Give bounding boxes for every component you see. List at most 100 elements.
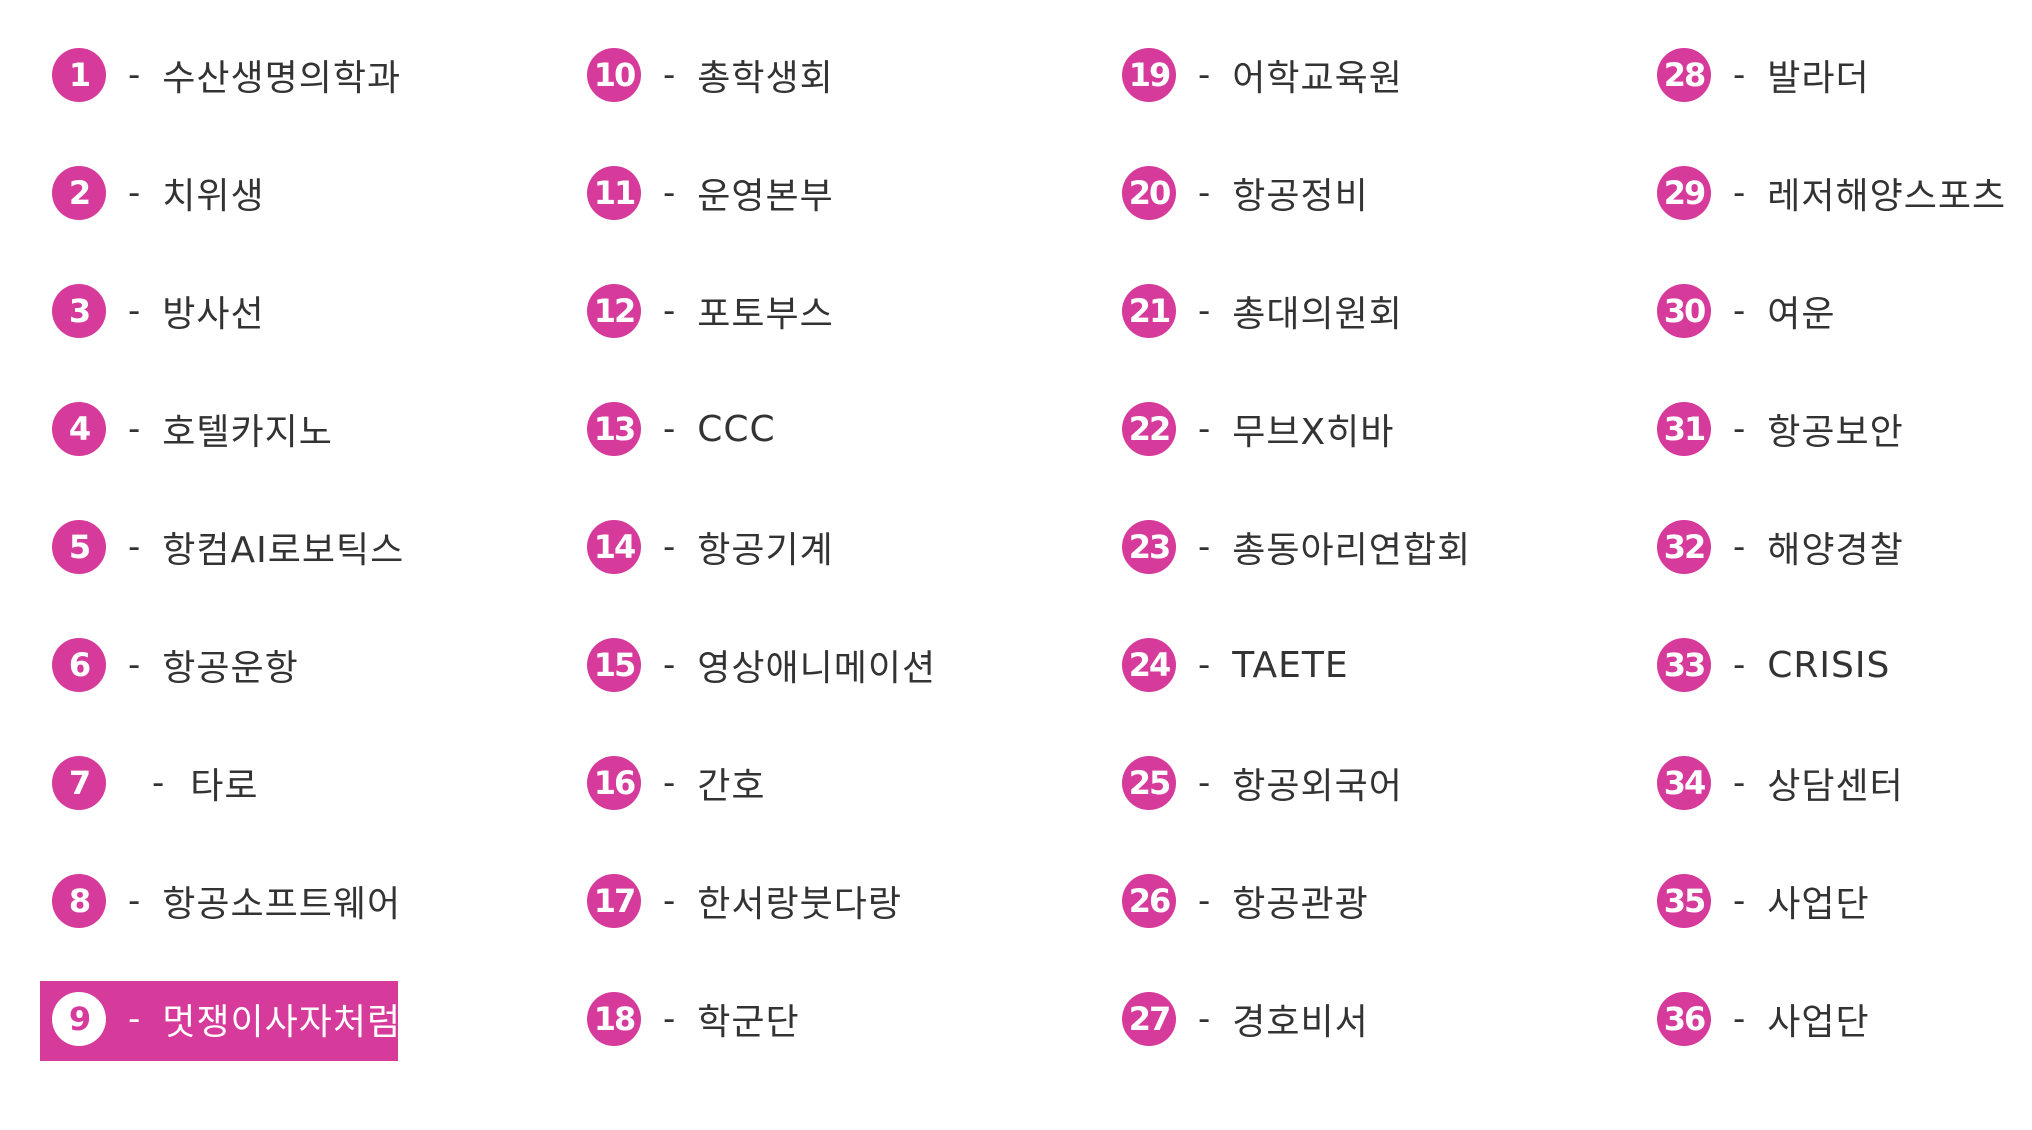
- booth-number-badge: 6: [52, 638, 106, 692]
- separator-dash: -: [1198, 291, 1211, 331]
- separator-dash: -: [1733, 645, 1746, 685]
- booth-name: 타로: [190, 766, 259, 807]
- separator-dash: -: [1198, 999, 1211, 1039]
- booth-item-24[interactable]: 24 - TAETE: [1070, 606, 1605, 724]
- booth-item-2[interactable]: 2 - 치위생: [0, 134, 535, 252]
- booth-name: 항공운항: [162, 648, 299, 689]
- booth-name: 포토부스: [697, 294, 834, 335]
- booth-item-36[interactable]: 36 - 사업단: [1605, 960, 2032, 1078]
- booth-number-badge: 16: [587, 756, 641, 810]
- separator-dash: -: [1198, 763, 1211, 803]
- separator-dash: -: [663, 291, 676, 331]
- booth-item-16[interactable]: 16 - 간호: [535, 724, 1070, 842]
- booth-item-1[interactable]: 1 - 수산생명의학과: [0, 16, 535, 134]
- booth-item-18[interactable]: 18 - 학군단: [535, 960, 1070, 1078]
- booth-name: 한서랑붓다랑: [697, 884, 903, 925]
- separator-dash: -: [1198, 527, 1211, 567]
- booth-name: 호텔카지노: [162, 412, 333, 453]
- booth-name: CCC: [697, 408, 776, 450]
- booth-item-10[interactable]: 10 - 총학생회: [535, 16, 1070, 134]
- booth-number-badge: 10: [587, 48, 641, 102]
- booth-name: 항공보안: [1767, 412, 1904, 453]
- booth-number-badge: 28: [1657, 48, 1711, 102]
- booth-item-3[interactable]: 3 - 방사선: [0, 252, 535, 370]
- booth-number-badge: 13: [587, 402, 641, 456]
- booth-item-32[interactable]: 32 - 해양경찰: [1605, 488, 2032, 606]
- separator-dash: -: [128, 999, 141, 1039]
- booth-name: 상담센터: [1767, 766, 1904, 807]
- booth-item-25[interactable]: 25 - 항공외국어: [1070, 724, 1605, 842]
- booth-name: 여운: [1767, 294, 1836, 335]
- booth-name: 사업단: [1767, 884, 1870, 925]
- booth-number-badge: 30: [1657, 284, 1711, 338]
- booth-number-badge: 3: [52, 284, 106, 338]
- booth-name: 해양경찰: [1767, 530, 1904, 571]
- separator-dash: -: [128, 55, 141, 95]
- booth-number-badge: 19: [1122, 48, 1176, 102]
- booth-item-31[interactable]: 31 - 항공보안: [1605, 370, 2032, 488]
- separator-dash: -: [1198, 645, 1211, 685]
- booth-number-badge: 21: [1122, 284, 1176, 338]
- booth-number-badge: 8: [52, 874, 106, 928]
- booth-name: 총학생회: [697, 58, 834, 99]
- booth-number-badge: 1: [52, 48, 106, 102]
- separator-dash: -: [128, 881, 141, 921]
- booth-item-33[interactable]: 33 - CRISIS: [1605, 606, 2032, 724]
- booth-item-13[interactable]: 13 - CCC: [535, 370, 1070, 488]
- booth-name: CRISIS: [1767, 644, 1891, 686]
- booth-name: 항공관광: [1232, 884, 1369, 925]
- booth-item-4[interactable]: 4 - 호텔카지노: [0, 370, 535, 488]
- booth-number-badge: 31: [1657, 402, 1711, 456]
- booth-number-badge: 4: [52, 402, 106, 456]
- booth-item-29[interactable]: 29 - 레저해양스포츠: [1605, 134, 2032, 252]
- booth-name: 무브X히바: [1232, 412, 1395, 453]
- booth-item-9[interactable]: 9 - 멋쟁이사자처럼: [0, 960, 535, 1078]
- booth-number-badge: 20: [1122, 166, 1176, 220]
- booth-item-14[interactable]: 14 - 항공기계: [535, 488, 1070, 606]
- booth-item-17[interactable]: 17 - 한서랑붓다랑: [535, 842, 1070, 960]
- booth-item-35[interactable]: 35 - 사업단: [1605, 842, 2032, 960]
- separator-dash: -: [128, 409, 141, 449]
- separator-dash: -: [663, 763, 676, 803]
- booth-item-15[interactable]: 15 - 영상애니메이션: [535, 606, 1070, 724]
- booth-item-34[interactable]: 34 - 상담센터: [1605, 724, 2032, 842]
- booth-item-19[interactable]: 19 - 어학교육원: [1070, 16, 1605, 134]
- booth-number-badge: 33: [1657, 638, 1711, 692]
- booth-number-badge: 14: [587, 520, 641, 574]
- booth-item-12[interactable]: 12 - 포토부스: [535, 252, 1070, 370]
- separator-dash: -: [663, 173, 676, 213]
- booth-name: TAETE: [1232, 644, 1349, 686]
- booth-item-21[interactable]: 21 - 총대의원회: [1070, 252, 1605, 370]
- booth-item-27[interactable]: 27 - 경호비서: [1070, 960, 1605, 1078]
- booth-item-5[interactable]: 5 - 항컴AI로보틱스: [0, 488, 535, 606]
- booth-name: 총동아리연합회: [1232, 530, 1472, 571]
- booth-name: 학군단: [697, 1002, 800, 1043]
- booth-number-badge: 7: [52, 756, 106, 810]
- booth-number-badge: 2: [52, 166, 106, 220]
- booth-name: 총대의원회: [1232, 294, 1403, 335]
- booth-item-30[interactable]: 30 - 여운: [1605, 252, 2032, 370]
- booth-number-badge: 5: [52, 520, 106, 574]
- separator-dash: -: [1733, 999, 1746, 1039]
- booth-item-7[interactable]: 7 - 타로: [0, 724, 535, 842]
- separator-dash: -: [1198, 881, 1211, 921]
- booth-name: 항공외국어: [1232, 766, 1403, 807]
- booth-item-23[interactable]: 23 - 총동아리연합회: [1070, 488, 1605, 606]
- booth-item-6[interactable]: 6 - 항공운항: [0, 606, 535, 724]
- separator-dash: -: [663, 645, 676, 685]
- booth-number-badge: 23: [1122, 520, 1176, 574]
- booth-item-28[interactable]: 28 - 발라더: [1605, 16, 2032, 134]
- booth-item-22[interactable]: 22 - 무브X히바: [1070, 370, 1605, 488]
- booth-number-badge: 32: [1657, 520, 1711, 574]
- booth-number-badge: 36: [1657, 992, 1711, 1046]
- separator-dash: -: [128, 645, 141, 685]
- booth-item-20[interactable]: 20 - 항공정비: [1070, 134, 1605, 252]
- booth-item-8[interactable]: 8 - 항공소프트웨어: [0, 842, 535, 960]
- separator-dash: -: [1198, 173, 1211, 213]
- booth-number-badge: 22: [1122, 402, 1176, 456]
- booth-item-11[interactable]: 11 - 운영본부: [535, 134, 1070, 252]
- booth-item-26[interactable]: 26 - 항공관광: [1070, 842, 1605, 960]
- separator-dash: -: [1733, 173, 1746, 213]
- booth-number-badge: 11: [587, 166, 641, 220]
